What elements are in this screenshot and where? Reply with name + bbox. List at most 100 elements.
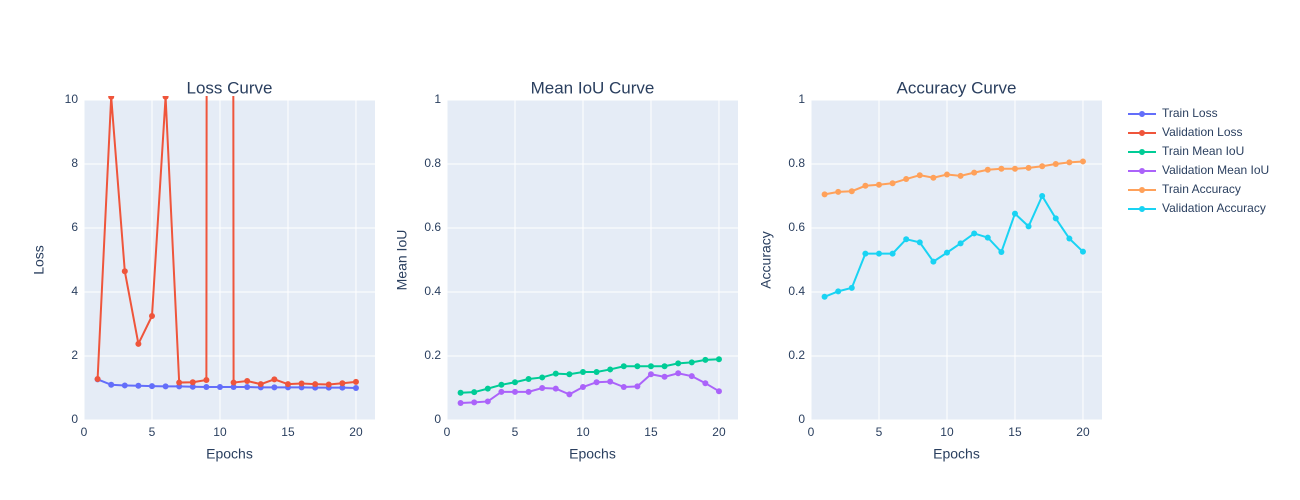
plot-background bbox=[811, 100, 1102, 420]
y-tick-label: 6 bbox=[71, 220, 78, 234]
point bbox=[552, 385, 559, 392]
point bbox=[634, 383, 641, 390]
point bbox=[821, 293, 828, 300]
point bbox=[848, 284, 855, 291]
subplot: 0 5 10 15 20 0 0.2 0.4 0.6 0.8 1 Mean IoU Curve Epoc… bbox=[394, 78, 738, 462]
y-tick-label: 0.8 bbox=[788, 156, 805, 170]
x-tick-label: 20 bbox=[712, 425, 726, 439]
point bbox=[984, 166, 991, 173]
point bbox=[971, 169, 978, 176]
y-tick-label: 0.2 bbox=[788, 348, 805, 362]
legend-label: Validation Accuracy bbox=[1162, 201, 1266, 215]
point bbox=[862, 250, 869, 257]
subplot: 0 5 10 15 20 0 0.2 0.4 0.6 0.8 1 Accuracy Curve Epoc… bbox=[758, 78, 1102, 462]
point bbox=[675, 370, 682, 377]
point bbox=[957, 240, 964, 247]
point bbox=[230, 384, 237, 391]
legend-item: Validation Mean IoU bbox=[1128, 163, 1269, 177]
point bbox=[1079, 248, 1086, 255]
legend-marker bbox=[1139, 168, 1145, 174]
point bbox=[607, 366, 614, 373]
point bbox=[525, 376, 532, 383]
point bbox=[339, 384, 346, 391]
x-tick-label: 5 bbox=[149, 425, 156, 439]
point bbox=[484, 398, 491, 405]
point bbox=[835, 188, 842, 195]
point bbox=[916, 172, 923, 179]
point bbox=[511, 379, 518, 386]
point bbox=[971, 230, 978, 237]
point bbox=[943, 249, 950, 256]
y-tick-label: 0.6 bbox=[424, 220, 441, 234]
x-axis-label: Epochs bbox=[206, 446, 253, 462]
x-tick-label: 15 bbox=[644, 425, 658, 439]
plot-data bbox=[821, 158, 1086, 300]
point bbox=[1079, 158, 1086, 165]
x-axis-label: Epochs bbox=[933, 446, 980, 462]
point bbox=[189, 379, 196, 386]
point bbox=[593, 369, 600, 375]
y-tick-label: 0.8 bbox=[424, 156, 441, 170]
point bbox=[1025, 223, 1032, 230]
legend-marker bbox=[1139, 130, 1145, 136]
y-tick-label: 0.6 bbox=[788, 220, 805, 234]
point bbox=[94, 376, 101, 383]
point bbox=[688, 359, 695, 366]
point bbox=[244, 377, 251, 384]
legend-label: Train Loss bbox=[1162, 106, 1218, 120]
legend-item: Train Loss bbox=[1128, 106, 1218, 120]
y-tick-label: 0 bbox=[71, 412, 78, 426]
point bbox=[298, 380, 305, 387]
point bbox=[216, 384, 223, 391]
point bbox=[257, 381, 264, 388]
point bbox=[121, 268, 128, 275]
x-tick-label: 5 bbox=[876, 425, 883, 439]
point bbox=[998, 165, 1005, 172]
point bbox=[511, 388, 518, 395]
point bbox=[903, 236, 910, 243]
point bbox=[715, 356, 722, 363]
legend-label: Train Accuracy bbox=[1162, 182, 1241, 196]
legend-item: Validation Accuracy bbox=[1128, 201, 1266, 215]
point bbox=[916, 239, 923, 246]
point bbox=[889, 250, 896, 257]
y-tick-label: 0 bbox=[434, 412, 441, 426]
point bbox=[647, 363, 654, 370]
point bbox=[471, 399, 478, 406]
subplot: 0 5 10 15 20 0 2 4 6 8 10 Loss Curve Epochs Loss bbox=[31, 78, 375, 462]
x-tick-label: 0 bbox=[808, 425, 815, 439]
point bbox=[121, 382, 128, 389]
legend-marker bbox=[1139, 111, 1145, 117]
point bbox=[835, 288, 842, 295]
y-tick-label: 8 bbox=[71, 156, 78, 170]
point bbox=[1052, 161, 1059, 167]
legend-marker bbox=[1139, 187, 1145, 193]
y-axis-label: Accuracy bbox=[758, 231, 774, 289]
point bbox=[957, 172, 964, 179]
plot-background bbox=[84, 100, 375, 420]
x-tick-label: 10 bbox=[940, 425, 954, 439]
subplot-title: Loss Curve bbox=[187, 78, 273, 97]
point bbox=[903, 176, 910, 183]
point bbox=[339, 380, 346, 387]
point bbox=[525, 388, 532, 395]
point bbox=[325, 381, 332, 388]
point bbox=[647, 371, 654, 378]
point bbox=[135, 382, 142, 389]
point bbox=[579, 369, 586, 375]
point bbox=[1039, 163, 1046, 170]
y-tick-label: 4 bbox=[71, 284, 78, 298]
subplot-title: Mean IoU Curve bbox=[531, 78, 655, 97]
point bbox=[189, 383, 196, 390]
point bbox=[566, 391, 573, 398]
point bbox=[875, 250, 882, 257]
point bbox=[688, 373, 695, 380]
point bbox=[715, 388, 722, 395]
point bbox=[1066, 159, 1073, 166]
x-axis-label: Epochs bbox=[569, 446, 616, 462]
point bbox=[930, 258, 937, 265]
point bbox=[984, 234, 991, 241]
x-tick-label: 15 bbox=[1008, 425, 1022, 439]
